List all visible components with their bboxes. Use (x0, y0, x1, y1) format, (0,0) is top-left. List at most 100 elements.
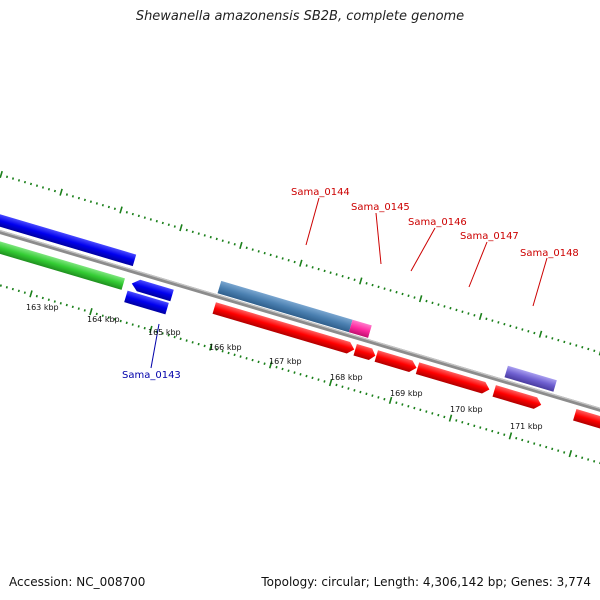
minor-tick (275, 365, 278, 369)
minor-tick (323, 380, 326, 383)
minor-tick (23, 180, 27, 184)
minor-tick (491, 319, 494, 322)
minor-tick (137, 214, 140, 218)
minor-tick (581, 456, 584, 460)
minor-tick (233, 353, 236, 357)
minor-tick (503, 322, 506, 326)
gene-feature-red-2[interactable] (353, 343, 377, 361)
minor-tick (281, 257, 284, 260)
minor-tick (557, 449, 560, 452)
minor-tick (107, 316, 110, 319)
minor-tick (47, 187, 51, 191)
gene-label-sama-0146[interactable]: Sama_0146 (408, 217, 467, 228)
minor-tick (245, 357, 248, 360)
minor-tick (407, 294, 410, 298)
minor-tick (35, 184, 39, 187)
minor-tick (245, 246, 248, 250)
minor-tick (95, 312, 98, 316)
minor-tick (221, 349, 224, 353)
minor-tick (341, 274, 344, 278)
minor-tick (197, 342, 200, 346)
gene-feature-sama-0145[interactable] (348, 319, 372, 338)
gene-label-sama-0147[interactable]: Sama_0147 (460, 231, 519, 242)
minor-tick (47, 298, 50, 302)
gene-feature-blue-upper[interactable] (0, 204, 137, 267)
minor-tick (539, 444, 542, 447)
minor-tick (383, 397, 386, 401)
minor-tick (11, 177, 15, 180)
major-tick (478, 312, 483, 321)
minor-tick (521, 438, 524, 442)
minor-tick (83, 198, 86, 202)
minor-tick (377, 285, 380, 289)
gene-feature-red-4[interactable] (415, 362, 491, 395)
minor-tick (209, 235, 212, 239)
gene-feature-blue-small[interactable] (130, 278, 174, 302)
minor-tick (437, 413, 440, 417)
minor-tick (359, 390, 362, 394)
genome-summary-text: Topology: circular; Length: 4,306,142 bp… (261, 575, 591, 589)
minor-tick (593, 460, 596, 463)
minor-tick (293, 371, 296, 374)
gene-label-sama-0148[interactable]: Sama_0148 (520, 248, 579, 259)
minor-tick (167, 223, 170, 227)
minor-tick (269, 253, 272, 257)
map-title: Shewanella amazonensis SB2B, complete ge… (135, 9, 465, 24)
minor-tick (395, 401, 398, 404)
major-tick (268, 361, 273, 369)
minor-tick (35, 294, 38, 298)
minor-tick (155, 219, 158, 223)
minor-tick (335, 273, 338, 276)
minor-tick (563, 451, 566, 454)
gene-label-sama-0144[interactable]: Sama_0144 (291, 187, 350, 198)
minor-tick (311, 266, 314, 269)
minor-tick (569, 342, 572, 345)
minor-tick (149, 218, 152, 221)
minor-tick (353, 389, 356, 392)
minor-tick (425, 410, 428, 413)
major-tick (328, 379, 333, 387)
minor-tick (0, 284, 2, 287)
minor-tick (515, 326, 518, 329)
minor-tick (53, 300, 56, 303)
minor-tick (293, 260, 296, 264)
scale-label: 163 kbp (26, 303, 59, 312)
minor-tick (431, 301, 434, 305)
gene-feature-sama-0143[interactable] (124, 290, 169, 315)
minor-tick (233, 242, 236, 246)
minor-tick (431, 412, 434, 415)
minor-tick (587, 347, 590, 351)
leader-sama-0148 (532, 257, 548, 307)
upper-tick-row (0, 170, 600, 356)
minor-tick (563, 340, 566, 344)
major-tick (0, 170, 3, 179)
gene-feature-sama-0148[interactable] (504, 365, 557, 392)
minor-tick (449, 306, 452, 310)
minor-tick (407, 404, 410, 408)
gene-feature-sama-0144[interactable] (217, 280, 353, 333)
minor-tick (545, 335, 548, 338)
minor-tick (191, 230, 194, 234)
minor-tick (53, 189, 57, 193)
major-tick (508, 432, 513, 440)
gene-feature-red-5[interactable] (492, 385, 543, 410)
minor-tick (581, 345, 584, 349)
minor-tick (455, 308, 458, 312)
minor-tick (101, 314, 104, 318)
minor-tick (521, 328, 524, 331)
minor-tick (287, 369, 290, 373)
gene-label-sama-0145[interactable]: Sama_0145 (351, 202, 410, 213)
gene-feature-red-3[interactable] (374, 350, 419, 373)
gene-feature-red-1[interactable] (212, 302, 356, 355)
gene-label-sama-0143[interactable]: Sama_0143 (122, 370, 181, 381)
minor-tick (197, 232, 200, 235)
major-tick (568, 450, 573, 458)
gene-feature-green-lower[interactable] (0, 229, 125, 290)
minor-tick (251, 248, 254, 251)
minor-tick (545, 445, 548, 449)
minor-tick (185, 339, 188, 342)
minor-tick (191, 341, 194, 344)
gene-feature-red-6[interactable] (573, 409, 600, 438)
minor-tick (131, 212, 134, 216)
